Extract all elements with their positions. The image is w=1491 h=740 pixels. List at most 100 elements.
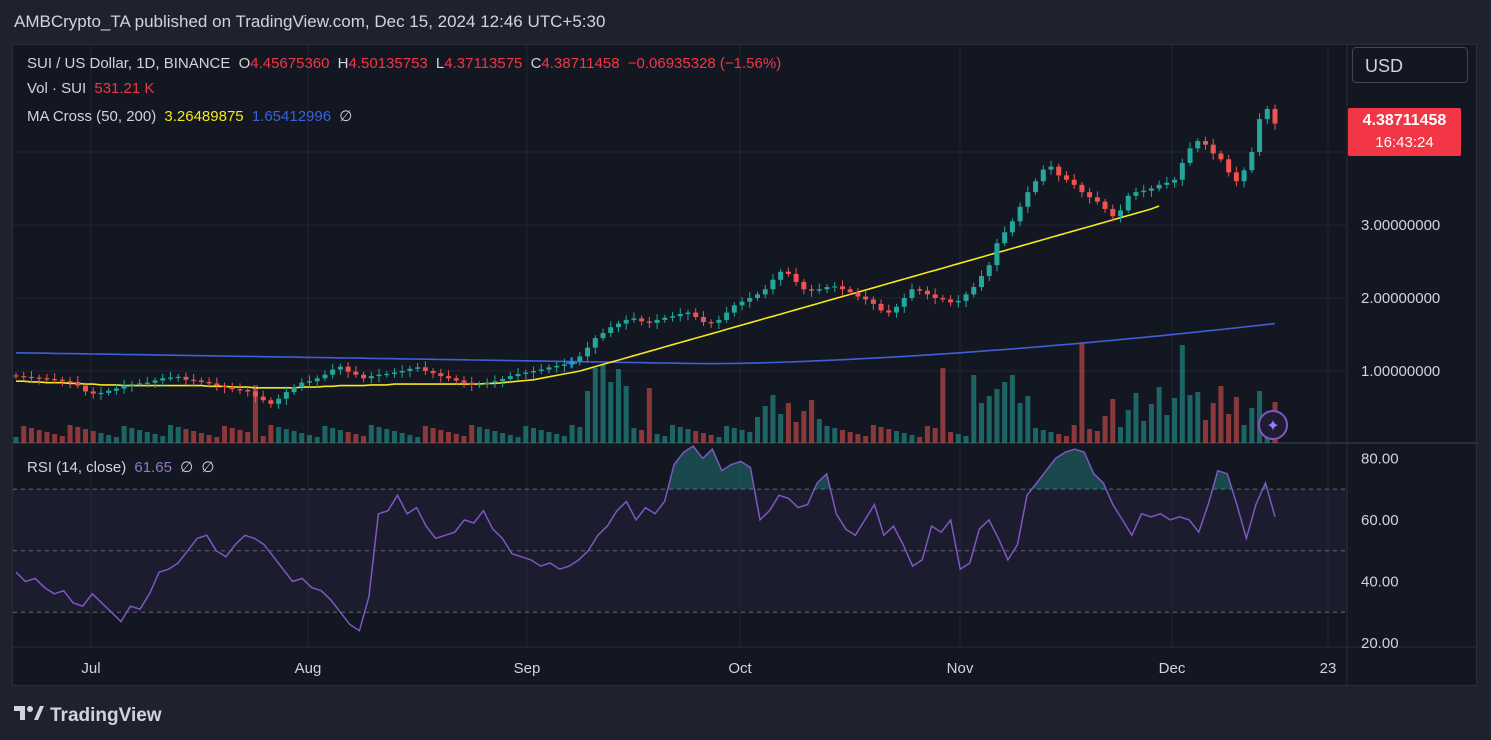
tradingview-logo-icon (14, 704, 44, 728)
candle-body (986, 265, 992, 277)
ai-assistant-button (1258, 410, 1288, 440)
candle-body (1241, 170, 1247, 182)
close-label: C (530, 55, 542, 72)
volume-bar (816, 419, 822, 443)
candle-body (407, 368, 413, 371)
candle-body (106, 390, 112, 393)
candle-body (415, 367, 421, 369)
volume-bar (1148, 404, 1154, 443)
candle-body (739, 301, 745, 306)
ma200-line (15, 322, 1276, 365)
candle-body (585, 347, 591, 357)
price-axis-label: 1.00000000 (1361, 363, 1440, 380)
volume-bar (222, 426, 228, 443)
volume-bar (422, 426, 428, 443)
candle-body (785, 271, 791, 274)
candle-body (75, 381, 81, 386)
volume-bar (75, 427, 81, 443)
currency-button[interactable]: USD (1352, 47, 1468, 83)
ma-label[interactable]: MA Cross (50, 200) (27, 108, 157, 125)
volume-bar (770, 395, 776, 443)
candle-body (832, 286, 838, 288)
candle-body (863, 296, 869, 300)
candle-body (307, 381, 313, 383)
candle-body (940, 298, 946, 300)
candle-body (469, 382, 475, 385)
symbol-label[interactable]: SUI / US Dollar, 1D, BINANCE (27, 55, 231, 72)
volume-bar (870, 425, 876, 443)
low-value: 4.37113575 (444, 55, 523, 72)
candle-body (1233, 172, 1239, 182)
volume-bar (106, 435, 112, 443)
candle-body (924, 290, 930, 295)
candle-body (183, 376, 189, 380)
volume-bar (1002, 382, 1008, 443)
candle-body (1033, 181, 1039, 193)
volume-bar (476, 427, 482, 443)
candle-body (430, 371, 436, 374)
change-value: −0.06935328 (−1.56%) (627, 55, 782, 72)
volume-bar (430, 428, 436, 443)
candle-body (1063, 175, 1069, 180)
volume-bar (90, 431, 96, 443)
candle-body (59, 379, 65, 382)
candle-body (438, 373, 444, 377)
candle-body (90, 391, 96, 394)
volume-bar (693, 431, 699, 443)
volume-bar (1172, 398, 1178, 443)
candle-body (129, 384, 135, 386)
volume-bar (662, 436, 668, 443)
open-value: 4.45675360 (250, 55, 330, 72)
volume-bar (569, 425, 575, 443)
volume-bar (639, 430, 645, 443)
candle-body (894, 306, 900, 313)
candle-body (1210, 144, 1216, 154)
volume-bar (894, 431, 900, 443)
candle-body (384, 373, 390, 376)
ma50-line (16, 205, 1160, 389)
volume-bar (67, 425, 73, 443)
candle-body (685, 312, 691, 315)
volume-bar (747, 432, 753, 443)
volume-bar (368, 425, 374, 443)
candle-body (538, 369, 544, 371)
volume-bar (654, 434, 660, 443)
candle-body (167, 377, 173, 379)
volume-bar (461, 436, 467, 443)
candle-body (824, 287, 830, 290)
candle-body (554, 365, 560, 368)
candle-body (160, 378, 166, 381)
candle-body (546, 367, 552, 370)
tradingview-logo[interactable]: TradingView (14, 704, 162, 728)
volume-bar (608, 382, 614, 443)
volume-bar (113, 437, 119, 443)
candle-body (67, 381, 73, 383)
volume-bar (353, 434, 359, 443)
volume-bar (1048, 432, 1054, 443)
volume-label[interactable]: Vol · SUI (27, 80, 87, 97)
volume-bar (1164, 415, 1170, 443)
volume-bar (1249, 408, 1255, 443)
candle-body (260, 396, 266, 401)
last-price-value: 4.38711458 (1362, 112, 1447, 129)
time-axis-label: Dec (1159, 660, 1186, 677)
candle-body (283, 392, 289, 399)
rsi-label[interactable]: RSI (14, close) (27, 459, 127, 476)
candle-body (368, 376, 374, 379)
candle-body (476, 384, 482, 386)
volume-bar (330, 428, 336, 443)
price-chart[interactable]: +3.000000002.000000001.0000000080.0060.0… (13, 45, 1478, 687)
volume-bar (13, 437, 19, 443)
volume-bar (963, 436, 969, 443)
rsi-axis-label: 60.00 (1361, 512, 1399, 529)
candle-body (1009, 221, 1015, 233)
candle-body (1202, 141, 1208, 145)
volume-bar (538, 430, 544, 443)
candle-body (376, 374, 382, 377)
candle-body (484, 382, 490, 385)
candle-body (353, 371, 359, 375)
volume-bar (554, 434, 560, 443)
volume-bar (531, 428, 537, 443)
volume-bar (191, 431, 197, 443)
candle-body (948, 299, 954, 303)
